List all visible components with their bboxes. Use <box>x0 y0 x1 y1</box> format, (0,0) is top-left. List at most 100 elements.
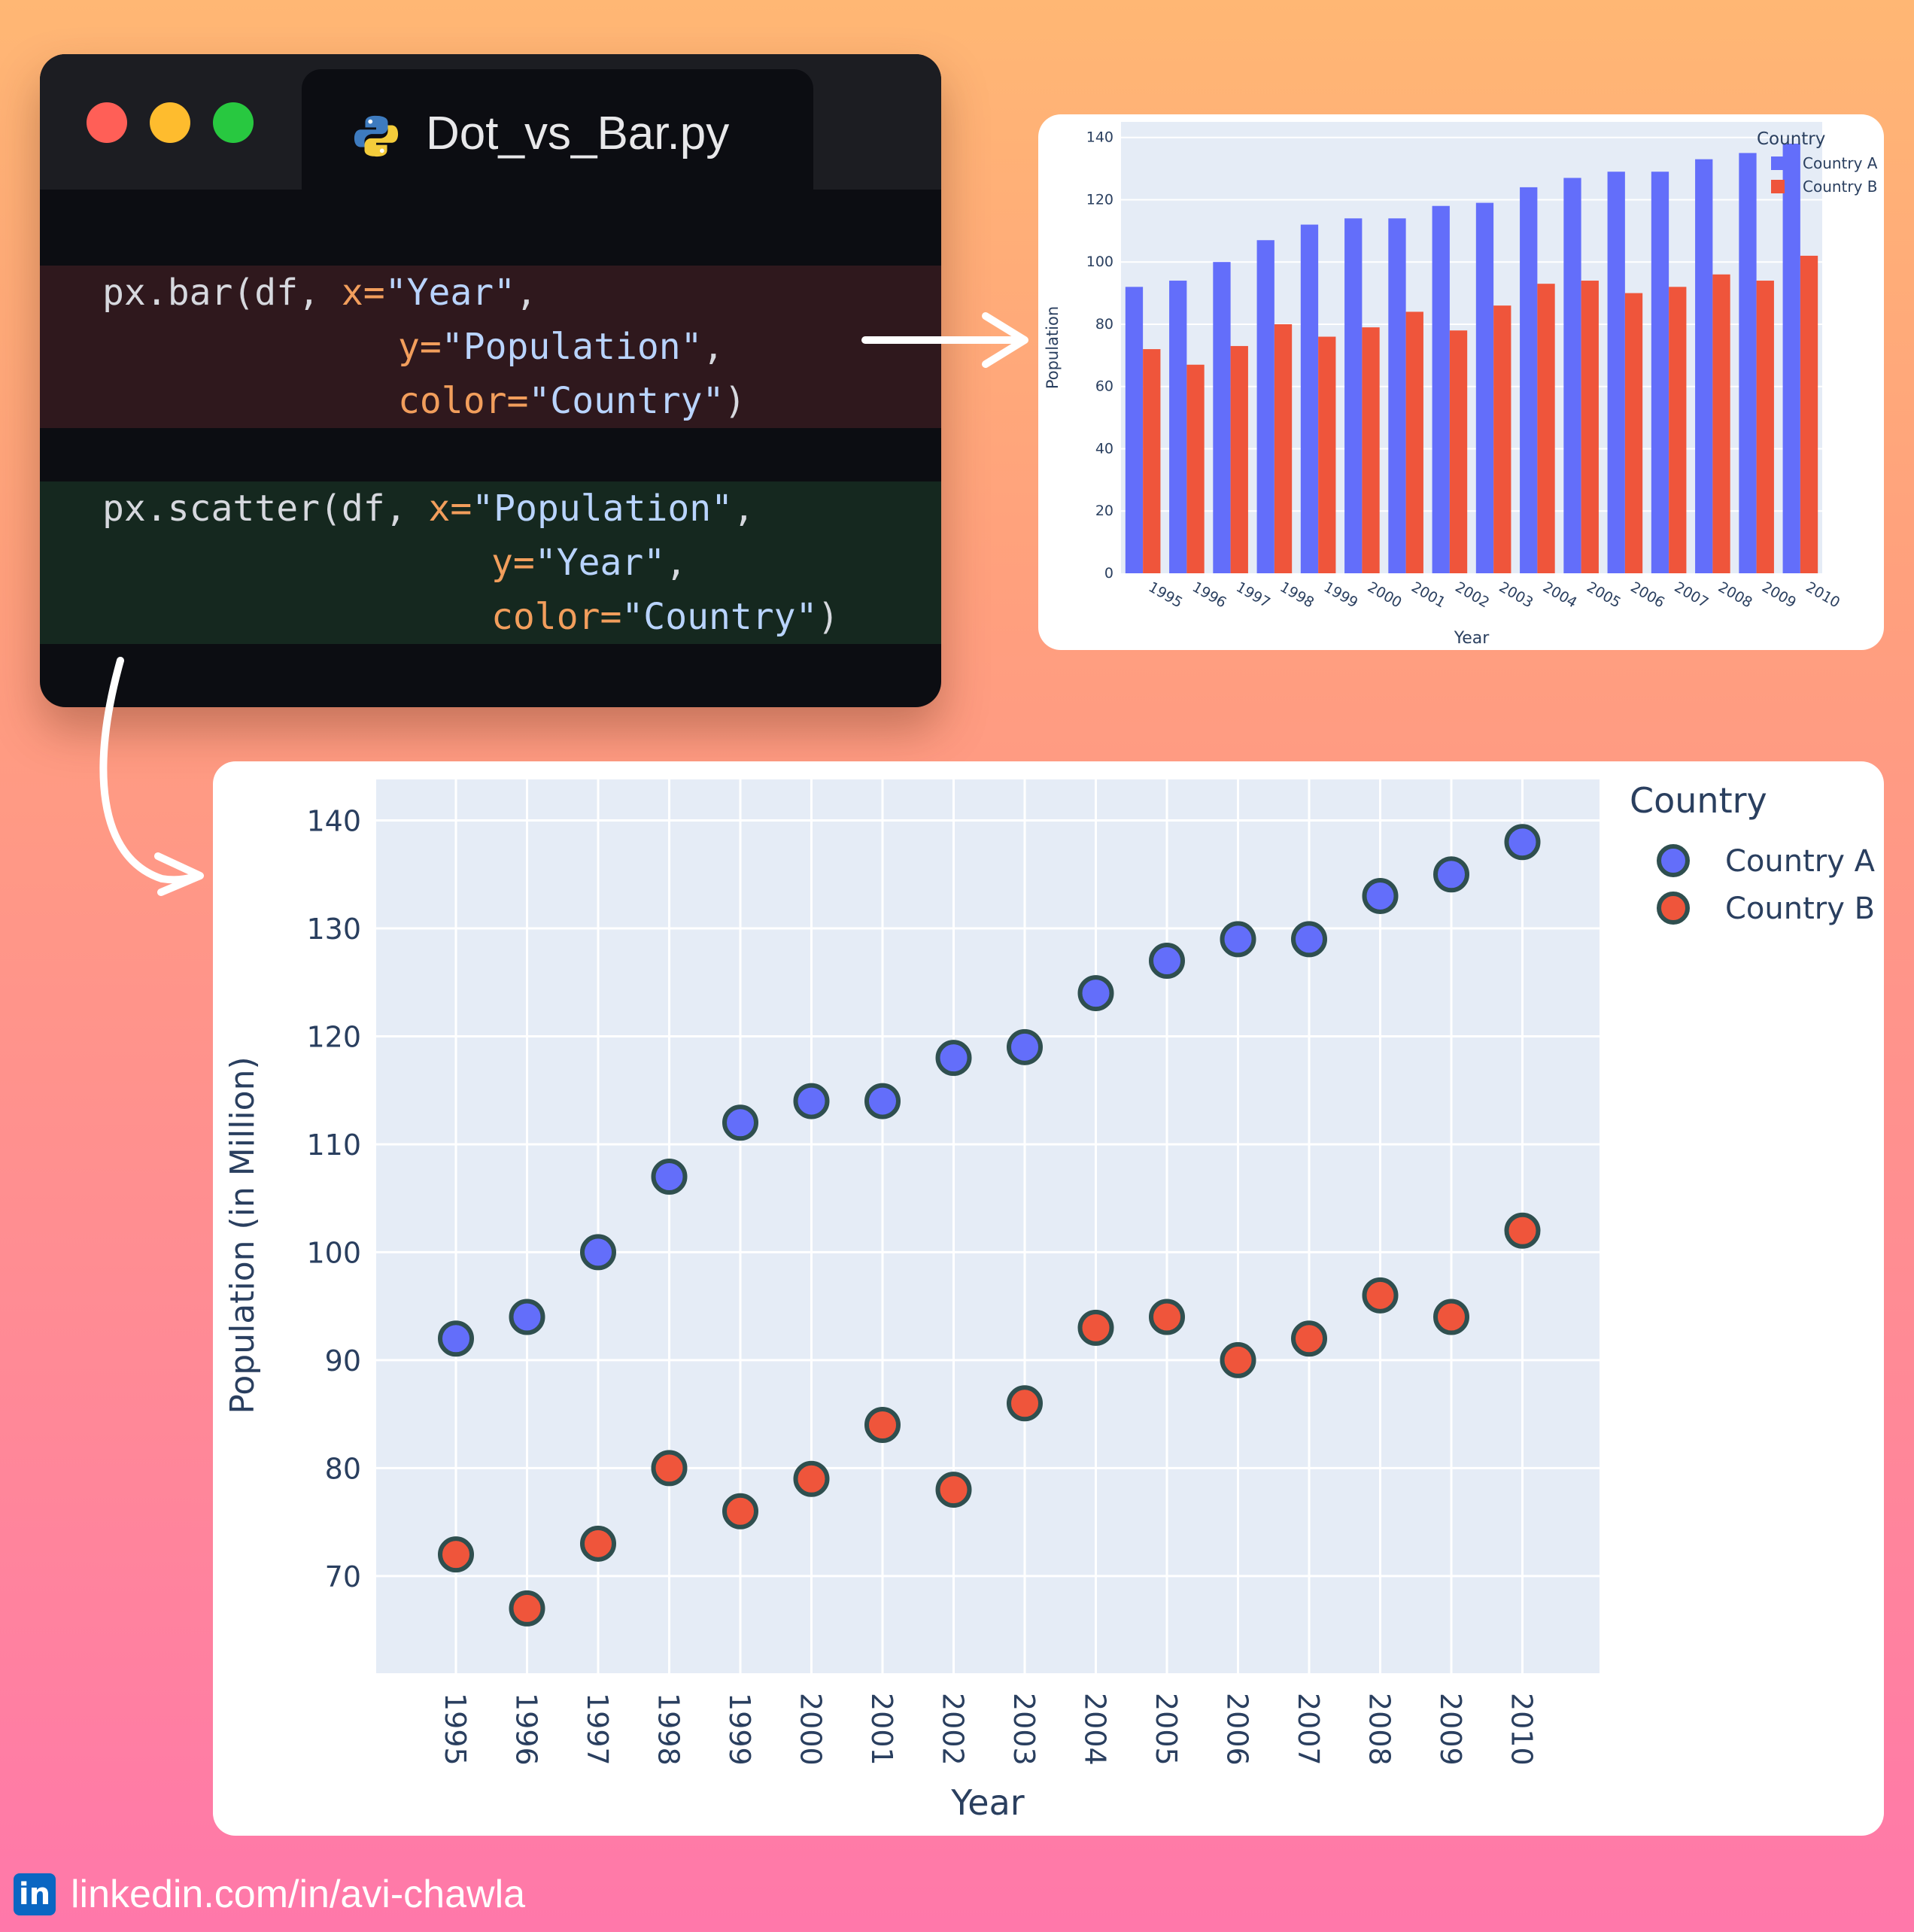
y-tick-label: 20 <box>1095 503 1113 519</box>
bar <box>1274 324 1293 573</box>
bar <box>1739 153 1757 574</box>
x-tick-label: 2002 <box>937 1693 970 1766</box>
scatter-point <box>1077 1309 1114 1346</box>
scatter-point <box>509 1299 545 1335</box>
x-axis-title: Year <box>1454 629 1490 648</box>
bar <box>1607 172 1625 573</box>
scatter-point <box>509 1590 545 1627</box>
editor-tab[interactable]: Dot_vs_Bar.py <box>302 69 813 193</box>
y-tick-label: 60 <box>1095 378 1113 395</box>
x-tick-label: 2007 <box>1672 579 1712 611</box>
code-line: y="Year", <box>491 542 688 584</box>
x-tick-label: 2001 <box>1408 579 1448 611</box>
scatter-point <box>793 1460 830 1497</box>
scatter-point <box>651 1450 688 1487</box>
bar <box>1756 281 1774 573</box>
y-tick-label: 100 <box>1086 254 1113 270</box>
minimize-button[interactable] <box>150 102 190 143</box>
x-tick-label: 1999 <box>1321 579 1361 611</box>
x-tick-label: 2000 <box>794 1693 828 1766</box>
tab-title: Dot_vs_Bar.py <box>426 108 730 159</box>
x-tick-label: 1996 <box>1189 579 1229 611</box>
bar <box>1624 293 1643 573</box>
scatter-point <box>1149 1299 1185 1335</box>
bar <box>1213 262 1231 573</box>
bar <box>1125 287 1144 573</box>
scatter-point <box>1504 824 1541 861</box>
bar <box>1449 330 1468 573</box>
y-tick-label: 100 <box>306 1236 361 1269</box>
x-tick-label: 2005 <box>1150 1693 1183 1766</box>
bar <box>1800 255 1818 573</box>
scatter-point <box>1220 1341 1256 1378</box>
x-tick-label: 2001 <box>865 1693 898 1766</box>
legend-marker <box>1657 892 1690 925</box>
bar <box>1782 143 1800 573</box>
code-line: y="Population", <box>398 326 725 368</box>
y-tick-label: 120 <box>1086 191 1113 208</box>
bar <box>1651 172 1669 573</box>
bar <box>1318 336 1336 573</box>
bar <box>1520 187 1538 573</box>
x-tick-label: 2003 <box>1007 1693 1041 1766</box>
x-tick-label: 1995 <box>439 1693 472 1766</box>
scatter-point <box>1504 1212 1541 1249</box>
scatter-point <box>1077 975 1114 1012</box>
scatter-point <box>1007 1385 1043 1422</box>
bar <box>1581 281 1599 573</box>
scatter-point <box>722 1104 758 1141</box>
scatter-point <box>1291 921 1327 958</box>
x-tick-label: 1996 <box>510 1693 543 1766</box>
legend-entry: Country B <box>1725 892 1875 926</box>
linkedin-icon[interactable]: in <box>14 1873 56 1915</box>
bar <box>1493 305 1511 573</box>
scatter-chart: 70 80 90 100 110 120 130 140 1995 1996 1997 1998 199… <box>223 779 1876 1823</box>
x-tick-label: 2004 <box>1079 1693 1112 1766</box>
maximize-button[interactable] <box>213 102 254 143</box>
x-tick-label: 1997 <box>1233 579 1273 611</box>
y-axis-title: Population <box>1044 306 1062 389</box>
bar <box>1300 224 1319 573</box>
x-tick-label: 2008 <box>1363 1693 1396 1766</box>
bar <box>1256 240 1274 573</box>
x-tick-label: 2007 <box>1292 1693 1325 1766</box>
scatter-point <box>1007 1028 1043 1065</box>
scatter-point <box>722 1493 758 1530</box>
y-axis-title: Population (in Million) <box>223 1056 262 1414</box>
scatter-point <box>1433 1299 1469 1335</box>
x-tick-label: 1998 <box>652 1693 685 1766</box>
x-tick-label: 2006 <box>1221 1693 1254 1766</box>
bar <box>1362 327 1380 573</box>
scatter-point <box>580 1234 616 1271</box>
code-line: px.bar(df, x="Year", <box>102 272 537 314</box>
title-bar: Dot_vs_Bar.py <box>40 54 941 193</box>
x-tick-label: 2002 <box>1452 579 1492 611</box>
legend-entry: Country B <box>1803 178 1878 196</box>
x-tick-label: 1997 <box>581 1693 614 1766</box>
bar <box>1344 218 1363 573</box>
y-tick-label: 140 <box>1086 129 1113 146</box>
scatter-point <box>1362 1277 1399 1314</box>
y-tick-label: 40 <box>1095 440 1113 457</box>
y-tick-label: 110 <box>306 1129 361 1162</box>
footer-link[interactable]: linkedin.com/in/avi-chawla <box>71 1873 526 1916</box>
scatter-point <box>864 1407 901 1443</box>
scatter-point <box>438 1536 474 1573</box>
code-window: Dot_vs_Bar.py px.bar(df, x="Year", y="Po… <box>40 54 941 707</box>
scatter-point <box>1362 877 1399 914</box>
python-icon <box>354 115 399 157</box>
legend-title: Country <box>1757 129 1825 149</box>
legend-swatch <box>1771 180 1785 193</box>
bar <box>1695 159 1713 574</box>
scatter-point <box>438 1320 474 1357</box>
code-line: color="Country") <box>398 380 746 422</box>
x-tick-label: 2003 <box>1496 579 1536 611</box>
plot-area <box>376 779 1600 1673</box>
x-tick-label: 1995 <box>1146 579 1186 611</box>
scatter-point <box>864 1083 901 1119</box>
y-tick-label: 140 <box>306 805 361 838</box>
y-tick-label: 80 <box>325 1452 361 1485</box>
close-button[interactable] <box>87 102 127 143</box>
bar <box>1230 345 1248 573</box>
x-axis-title: Year <box>950 1782 1024 1823</box>
